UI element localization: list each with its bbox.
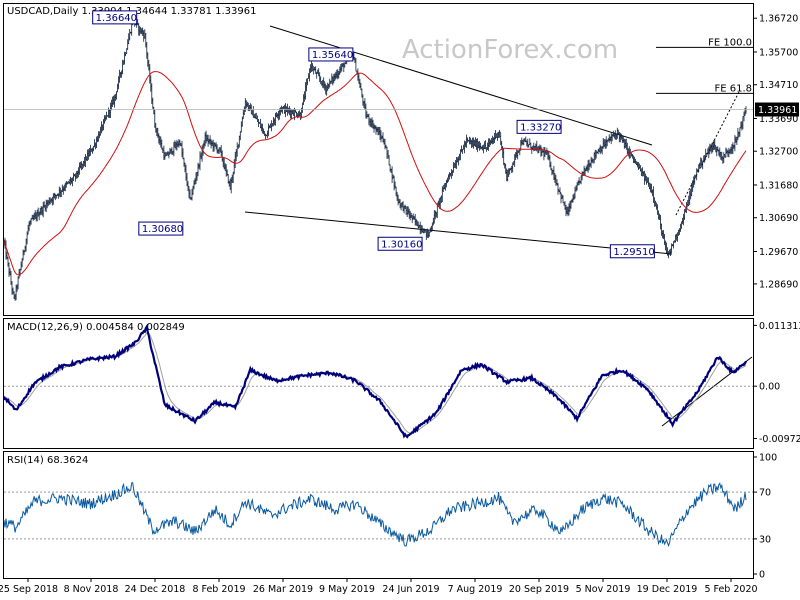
date-tick-label: 8 Feb 2019 xyxy=(192,584,245,595)
date-tick-label: 20 Sep 2019 xyxy=(509,584,569,595)
rsi-tick-label: 100 xyxy=(759,453,777,464)
price-tick-label: 1.32700 xyxy=(759,147,798,158)
date-tick-label: 5 Feb 2020 xyxy=(704,584,757,595)
price-annotation-label: 1.30680 xyxy=(142,224,183,235)
date-axis: 25 Sep 2018 8 Nov 2018 24 Dec 2018 8 Feb 20… xyxy=(0,578,758,595)
rsi-tick-label: 0 xyxy=(759,570,765,581)
price-tick-label: 1.28690 xyxy=(759,279,798,290)
rsi-tick-label: 70 xyxy=(759,488,771,499)
panel-frames xyxy=(3,3,754,579)
current-price-label: 1.33961 xyxy=(758,105,797,116)
price-annotations: 1.36640 1.35640 1.30680 1.30160 1.33270 1.295… xyxy=(92,10,655,259)
rsi-panel-header: RSI(14) 68.3624 xyxy=(7,455,88,466)
rsi-series: 100 70 30 0 xyxy=(3,453,777,581)
macd-series: 0.011313 0.00 -0.009729 xyxy=(2,321,800,445)
price-series: 1.33961 xyxy=(3,18,799,301)
price-annotation-label: 1.33270 xyxy=(520,122,561,133)
price-annotation-label: 1.36640 xyxy=(96,13,137,24)
price-annotation-box xyxy=(92,10,138,25)
price-annotation-box xyxy=(308,47,354,62)
price-annotation-box xyxy=(516,119,562,134)
price-tick-label: 1.30690 xyxy=(759,213,798,224)
macd-panel-header: MACD(12,26,9) 0.004584 0.002849 xyxy=(7,322,185,333)
macd-line xyxy=(2,323,747,439)
price-tick-label: 1.31680 xyxy=(759,180,798,191)
macd-tick-label: 0.00 xyxy=(759,382,780,393)
current-price-box xyxy=(755,102,799,117)
upper-trendline xyxy=(269,25,653,146)
price-tick-label: 1.36720 xyxy=(759,14,798,25)
moving-average-line xyxy=(3,71,747,276)
fib-level-label: FE 61.8 xyxy=(714,83,752,94)
price-annotation-label: 1.30160 xyxy=(381,239,422,250)
price-annotation-label: 1.35640 xyxy=(312,50,353,61)
date-tick-label: 5 Nov 2019 xyxy=(576,584,631,595)
price-bars xyxy=(3,18,747,301)
macd-tick-label: -0.009729 xyxy=(759,434,800,445)
price-annotation-box xyxy=(138,221,184,236)
fib-levels: FE 100.0 FE 61.8 xyxy=(656,37,753,94)
macd-tick-label: 0.011313 xyxy=(759,321,800,332)
price-tick-label: 1.35700 xyxy=(759,47,798,58)
date-tick-label: 9 May 2019 xyxy=(319,584,375,595)
price-annotation-label: 1.29510 xyxy=(613,247,654,258)
lower-trendline xyxy=(244,211,673,255)
price-tick-label: 1.34710 xyxy=(759,80,798,91)
watermark-text: ActionForex.com xyxy=(402,35,618,65)
price-tick-label: 1.33690 xyxy=(759,114,798,125)
date-tick-label: 8 Nov 2018 xyxy=(64,584,119,595)
date-tick-label: 19 Dec 2019 xyxy=(637,584,698,595)
price-annotation-box xyxy=(609,244,655,259)
price-tick-label: 1.29670 xyxy=(759,247,798,258)
date-tick-label: 24 Jun 2019 xyxy=(382,584,439,595)
date-tick-label: 26 Mar 2019 xyxy=(253,584,313,595)
date-tick-label: 7 Aug 2019 xyxy=(448,584,503,595)
price-axis: 1.36720 1.35700 1.34710 1.33690 1.32700 1.316… xyxy=(753,14,798,290)
rsi-tick-label: 30 xyxy=(759,534,771,545)
fib-level-label: FE 100.0 xyxy=(708,37,752,48)
rsi-line xyxy=(3,482,747,548)
date-tick-label: 24 Dec 2018 xyxy=(125,584,186,595)
date-tick-label: 25 Sep 2018 xyxy=(0,584,58,595)
projection-dotted-line xyxy=(675,89,741,216)
price-annotation-box xyxy=(377,236,423,251)
